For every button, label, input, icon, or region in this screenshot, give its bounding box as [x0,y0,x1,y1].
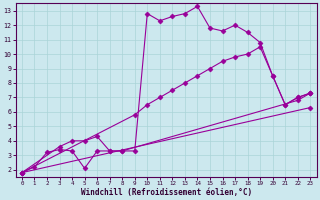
X-axis label: Windchill (Refroidissement éolien,°C): Windchill (Refroidissement éolien,°C) [81,188,252,197]
